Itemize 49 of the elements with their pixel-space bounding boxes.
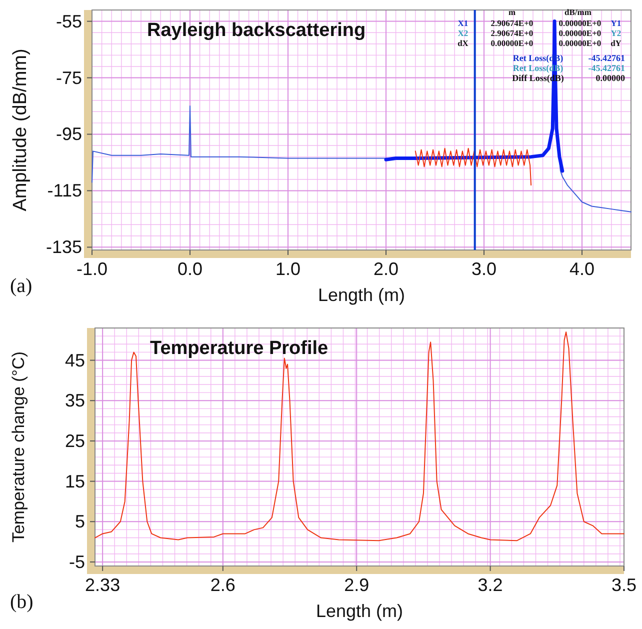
y-axis-title: Temperature change (°C) [9, 351, 28, 543]
x-tick-label: 3.2 [478, 575, 503, 595]
y-tick-label: -95 [56, 124, 82, 144]
annotation: 0.00000E+0 [558, 38, 602, 48]
text: Rayleigh backscattering [147, 20, 366, 41]
y-tick-label: 5 [74, 512, 85, 532]
text: (b) [10, 591, 34, 613]
annotation: 0.00000E+0 [558, 28, 602, 38]
x-tick-label: 0.0 [177, 259, 203, 279]
x-tick-label: 3.5 [611, 575, 637, 595]
y-tick-label: -135 [46, 237, 82, 258]
text: Temperature Profile [150, 338, 328, 359]
annotation: m [508, 7, 516, 17]
y-tick-label: 15 [64, 471, 85, 492]
annotation: 0.00000E+0 [558, 18, 602, 28]
x-tick-label: 4.0 [569, 259, 595, 279]
x-axis-title: Length (m) [316, 601, 404, 621]
x-tick-label: 3.0 [471, 259, 497, 279]
y-tick-label: 25 [64, 430, 85, 451]
x-tick-label: 1.0 [275, 259, 301, 279]
x-axis-title: Length (m) [318, 285, 406, 305]
annotation: X1 [458, 18, 468, 28]
x-tick-label: 2.0 [373, 259, 399, 279]
annotation: -45.42761 [588, 53, 626, 63]
annotation: dY [610, 38, 622, 48]
y-tick-label: 45 [64, 350, 85, 370]
line-series [94, 332, 624, 542]
annotation: Y2 [610, 28, 622, 38]
y-tick-label: 35 [64, 390, 85, 411]
annotation: 0.00000 [596, 73, 626, 83]
annotation: dB/mm [564, 7, 592, 17]
y-axis-title: Amplitude (dB/mm) [10, 48, 31, 212]
annotation: dX [458, 38, 470, 48]
annotation: 2.90674E+0 [490, 28, 534, 38]
x-tick-label: -1.0 [76, 259, 108, 279]
x-tick-label: 2.6 [210, 575, 236, 595]
annotation: 2.90674E+0 [490, 18, 534, 28]
x-tick-label: 2.9 [344, 575, 370, 595]
y-tick-label: -115 [47, 180, 82, 201]
x-tick-label: 2.33 [85, 575, 120, 595]
annotation: Y1 [610, 18, 622, 28]
y-tick-label: -75 [56, 68, 82, 88]
text: (a) [10, 275, 32, 297]
annotation: -45.42761 [588, 63, 626, 73]
y-tick-label: -5 [68, 552, 85, 572]
line-series [414, 148, 532, 186]
annotation: X2 [458, 28, 468, 38]
annotation: 0.00000E+0 [490, 38, 534, 48]
y-tick-label: -55 [56, 11, 82, 32]
